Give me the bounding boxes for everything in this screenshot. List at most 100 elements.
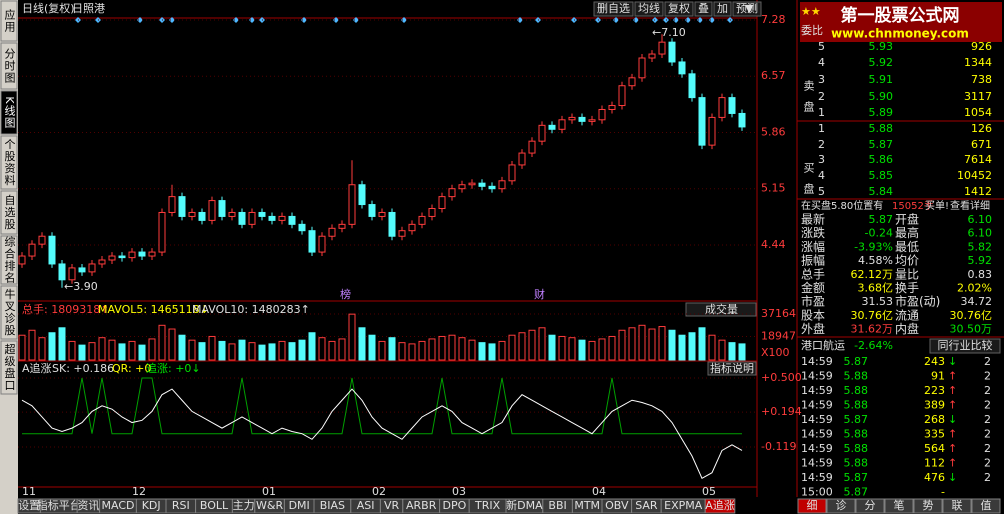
bottom-tab-label: 指标平台	[37, 498, 81, 512]
stat-label: 最高	[895, 225, 919, 240]
tick-count: 2	[984, 428, 991, 441]
book-volume: 3117	[964, 90, 992, 103]
volume-selector[interactable]	[685, 302, 757, 317]
sidebar-tab[interactable]	[0, 235, 18, 285]
tick-volume: 335	[924, 428, 945, 441]
event-marker[interactable]	[233, 17, 239, 23]
candle-body	[298, 223, 306, 232]
indicator-button[interactable]	[707, 361, 757, 376]
volume-bar	[548, 334, 556, 361]
industry-change: -2.64%	[854, 339, 893, 352]
book-price: 5.86	[869, 153, 894, 166]
volume-bar	[98, 337, 106, 361]
candle-body	[38, 235, 46, 245]
panel-tab[interactable]	[971, 498, 1001, 514]
sidebar-tab[interactable]	[0, 190, 18, 235]
tool-button[interactable]	[664, 1, 694, 17]
tool-label: 删自选	[597, 2, 630, 15]
event-marker[interactable]	[613, 17, 619, 23]
candle-body	[368, 204, 376, 217]
event-marker[interactable]	[249, 17, 255, 23]
event-marker[interactable]	[353, 17, 359, 23]
tool-button[interactable]	[732, 1, 762, 17]
tool-button[interactable]	[713, 1, 732, 17]
tool-button[interactable]	[694, 1, 713, 17]
tool-button[interactable]	[593, 1, 634, 17]
volume-bar	[58, 327, 66, 361]
watermark-site: www.chnmoney.com	[831, 27, 969, 41]
volume-bar	[48, 332, 56, 361]
event-marker[interactable]	[137, 17, 143, 23]
bottom-tab[interactable]	[704, 498, 736, 514]
sidebar-tab[interactable]	[0, 90, 18, 135]
volume-bar	[718, 339, 726, 361]
tool-label: 叠	[698, 2, 709, 15]
event-marker[interactable]	[301, 17, 307, 23]
event-marker[interactable]	[169, 17, 175, 23]
bottom-tab-label: MACD	[102, 499, 135, 512]
bottom-tab-label: W&R	[256, 499, 283, 512]
tick-count: 2	[984, 471, 991, 484]
candle-body	[378, 211, 386, 217]
event-marker[interactable]	[697, 17, 703, 23]
tool-button[interactable]	[634, 1, 664, 17]
indicator-tick-label: +0.194	[761, 405, 802, 418]
book-volume: 126	[971, 122, 992, 135]
notice: 查看详细	[950, 199, 990, 212]
panel-tab[interactable]	[913, 498, 943, 514]
buy-label: 买盘	[802, 162, 815, 204]
tick-count: 2	[984, 355, 991, 368]
event-marker[interactable]	[709, 17, 715, 23]
panel-tab[interactable]	[884, 498, 914, 514]
chart-period: 日线(复权)	[22, 1, 75, 15]
volume-bar	[168, 328, 176, 361]
volume-bar	[318, 337, 326, 361]
indicator-header: 追涨: +0↓	[146, 361, 201, 375]
tool-label: 预测	[736, 2, 758, 15]
sidebar-tab[interactable]	[0, 135, 18, 190]
stock-name: 日照港	[72, 2, 105, 15]
tick-count: 2	[984, 457, 991, 470]
sidebar-tab[interactable]	[0, 42, 18, 90]
stat-label: 涨跌	[801, 225, 825, 240]
event-marker[interactable]	[685, 17, 691, 23]
price-tick-label: 6.57	[761, 69, 786, 82]
indicator-name: A追涨	[22, 361, 52, 375]
compare-button[interactable]	[929, 338, 1001, 354]
stat-label: 外盘	[801, 321, 825, 336]
candle-body	[638, 57, 646, 79]
date-label: 02	[372, 485, 386, 498]
event-marker[interactable]	[517, 17, 523, 23]
panel-tab[interactable]	[855, 498, 885, 514]
candle-body	[238, 211, 246, 225]
candle-body	[248, 211, 256, 225]
event-marker[interactable]	[333, 17, 339, 23]
book-price: 5.91	[869, 73, 894, 86]
bottom-tab-label: ASI	[357, 499, 375, 512]
stat-value: 2.02%	[957, 282, 992, 295]
sidebar-tab[interactable]	[0, 285, 18, 340]
sidebar-tab[interactable]	[0, 340, 18, 395]
stat-value: 5.87	[869, 213, 894, 226]
tick-time: 14:59	[801, 457, 833, 470]
book-volume: 1054	[964, 106, 992, 119]
event-marker[interactable]	[652, 17, 658, 23]
panel-tab[interactable]	[826, 498, 856, 514]
candle-body	[628, 77, 636, 87]
candle-body	[488, 185, 496, 190]
volume-bar	[278, 340, 286, 361]
event-marker[interactable]	[633, 17, 639, 23]
event-marker[interactable]	[401, 17, 407, 23]
volume-bar	[508, 334, 516, 361]
event-marker[interactable]	[673, 17, 679, 23]
date-label: 11	[22, 485, 36, 498]
book-volume: 1344	[964, 56, 992, 69]
panel-tab[interactable]	[797, 498, 827, 514]
volume-bar	[88, 342, 96, 361]
volume-bar	[488, 343, 496, 361]
sidebar-tab[interactable]	[0, 0, 18, 42]
candle-body	[698, 97, 706, 146]
bottom-tab-label: 主力	[233, 499, 255, 512]
dropdown-arrow[interactable]: ▼	[745, 2, 754, 15]
panel-tab[interactable]	[942, 498, 972, 514]
